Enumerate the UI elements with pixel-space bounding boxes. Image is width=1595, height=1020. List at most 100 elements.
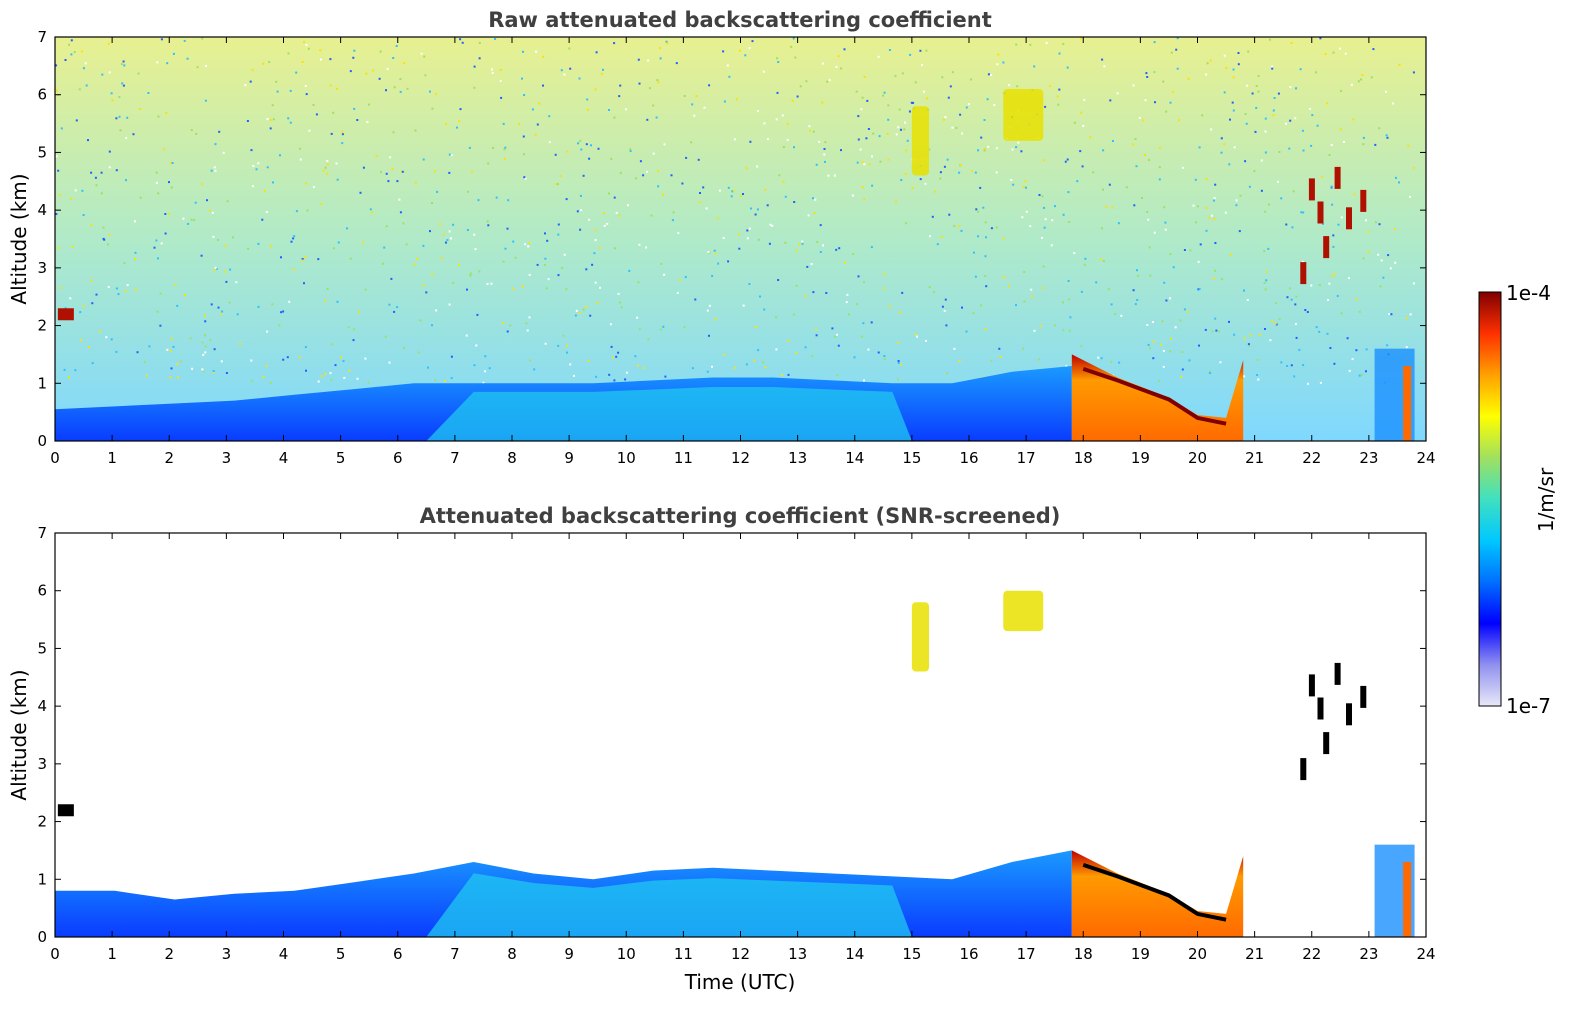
noise-speckle-dot [266,330,269,333]
noise-speckle-dot [106,243,109,246]
noise-speckle-dot [888,49,891,51]
noise-speckle-dot [925,49,928,52]
noise-speckle-dot [1327,299,1330,301]
noise-speckle-dot [1007,285,1010,288]
noise-speckle-dot [1177,119,1180,122]
noise-speckle-dot [798,243,801,246]
y-tick-label: 6 [37,582,47,600]
noise-speckle-dot [572,374,575,377]
noise-speckle-dot [1232,68,1235,71]
noise-speckle-dot [108,166,111,169]
noise-speckle-dot [756,165,759,168]
noise-speckle-dot [1017,141,1020,144]
noise-speckle-dot [1176,37,1179,40]
noise-speckle-dot [806,265,809,268]
noise-speckle-dot [370,211,373,214]
noise-speckle-dot [1405,317,1408,319]
noise-speckle-dot [212,370,215,372]
noise-speckle-dot [169,349,172,352]
noise-speckle-dot [695,95,698,97]
noise-speckle-dot [691,367,694,370]
noise-speckle-dot [1299,68,1302,71]
noise-speckle-dot [204,334,207,337]
noise-speckle-dot [506,330,509,333]
x-tick-label: 4 [279,945,289,963]
noise-speckle-dot [301,259,304,262]
noise-speckle-dot [746,237,749,240]
noise-speckle-dot [1229,253,1232,256]
noise-speckle-dot [1092,171,1095,174]
noise-speckle-dot [929,235,931,238]
noise-speckle-dot [1330,143,1333,146]
noise-speckle-dot [924,182,927,185]
noise-speckle-dot [757,110,760,113]
noise-speckle-dot [362,241,365,244]
noise-speckle-dot [585,143,588,146]
noise-speckle-dot [94,176,97,179]
x-tick-label: 8 [507,449,517,467]
noise-speckle-dot [1314,71,1317,74]
noise-speckle-dot [1331,203,1334,206]
noise-speckle-dot [914,333,917,336]
noise-speckle-dot [749,140,752,143]
noise-speckle-dot [1169,253,1172,255]
noise-speckle-dot [557,274,560,277]
noise-speckle-dot [326,163,329,166]
noise-speckle-dot [561,267,564,270]
noise-speckle-dot [731,190,734,193]
noise-speckle-dot [984,328,987,331]
noise-speckle-dot [1213,217,1216,220]
noise-speckle-dot [286,356,289,359]
noise-speckle-dot [189,337,192,340]
noise-speckle-dot [847,313,850,316]
noise-speckle-dot [1412,71,1415,74]
noise-speckle-dot [593,252,596,255]
noise-speckle-dot [431,324,433,327]
noise-speckle-dot [315,113,318,116]
feature-elevated-patch [1360,685,1367,708]
feature-cloud-top-edge [1082,366,1227,426]
noise-speckle-dot [1272,109,1275,112]
noise-speckle-dot [707,251,710,253]
x-tick-label: 3 [222,945,232,963]
noise-speckle-dot [1409,313,1412,316]
noise-speckle-dot [656,79,659,82]
noise-speckle-dot [1201,114,1204,117]
noise-speckle-dot [289,89,292,92]
noise-speckle-dot [909,53,912,56]
noise-speckle-dot [200,254,203,257]
noise-speckle-dot [1210,128,1213,131]
noise-speckle-dot [126,284,129,287]
noise-speckle-dot [512,287,515,290]
noise-speckle-dot [201,341,204,344]
noise-speckle-dot [646,170,649,173]
noise-speckle-dot [882,94,884,97]
panel-raw: Raw attenuated backscattering coefficien… [7,8,1436,467]
noise-speckle-dot [647,338,650,341]
noise-speckle-dot [733,138,736,141]
noise-speckle-dot [615,211,618,214]
noise-speckle-dot [1264,151,1267,154]
noise-speckle-dot [364,357,367,360]
noise-speckle-dot [748,283,751,285]
noise-speckle-dot [70,197,73,200]
x-tick-label: 5 [336,945,346,963]
noise-speckle-dot [781,114,784,117]
noise-speckle-dot [57,169,60,172]
noise-speckle-dot [341,130,344,133]
noise-speckle-dot [846,293,849,296]
noise-speckle-dot [1073,121,1076,124]
noise-speckle-dot [900,179,903,181]
feature-elevated-patch [1323,732,1330,755]
noise-speckle-dot [105,336,108,339]
noise-speckle-dot [299,158,302,161]
noise-speckle-dot [514,256,517,259]
noise-speckle-dot [201,183,204,186]
noise-speckle-dot [70,39,73,42]
noise-speckle-dot [155,171,158,174]
noise-speckle-dot [987,145,990,148]
noise-speckle-dot [157,192,160,195]
x-tick-label: 14 [845,449,864,467]
noise-speckle-dot [1012,183,1015,186]
noise-speckle-dot [280,311,283,314]
